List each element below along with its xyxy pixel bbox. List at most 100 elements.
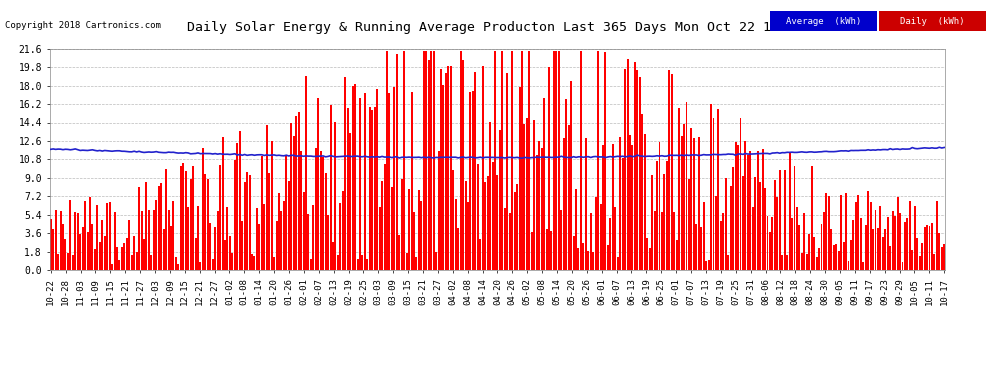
Bar [180, 166, 182, 270]
Bar [728, 255, 730, 270]
Bar [57, 254, 59, 270]
Bar [545, 230, 547, 270]
Bar [318, 98, 319, 270]
Bar [539, 141, 541, 270]
Bar [94, 249, 96, 270]
Bar [791, 218, 793, 270]
Bar [847, 261, 849, 270]
Bar [587, 251, 589, 270]
Bar [351, 86, 353, 270]
Bar [248, 174, 250, 270]
Bar [275, 220, 277, 270]
Bar [403, 51, 405, 270]
Bar [585, 138, 587, 270]
Bar [720, 220, 722, 270]
Bar [224, 240, 226, 270]
Bar [823, 211, 825, 270]
Bar [828, 195, 830, 270]
Bar [337, 255, 339, 270]
Bar [310, 260, 312, 270]
Bar [197, 206, 199, 270]
Bar [229, 236, 231, 270]
Bar [408, 189, 410, 270]
Bar [801, 253, 803, 270]
Bar [129, 220, 131, 270]
Bar [529, 51, 531, 270]
Bar [472, 92, 474, 270]
Bar [280, 211, 282, 270]
Bar [698, 137, 700, 270]
Bar [462, 60, 464, 270]
Bar [207, 179, 209, 270]
Bar [64, 239, 66, 270]
Bar [474, 72, 476, 270]
Bar [855, 202, 856, 270]
Bar [580, 51, 582, 270]
Bar [806, 254, 808, 270]
Bar [708, 260, 710, 270]
Bar [227, 207, 229, 270]
Bar [383, 164, 385, 270]
Bar [354, 84, 356, 270]
Bar [867, 191, 869, 270]
Bar [366, 259, 368, 270]
Bar [730, 186, 732, 270]
Bar [74, 212, 76, 270]
Bar [376, 88, 378, 270]
Bar [278, 193, 280, 270]
Bar [487, 176, 489, 270]
Bar [283, 201, 285, 270]
Bar [553, 51, 555, 270]
Bar [869, 202, 871, 270]
Bar [506, 73, 508, 270]
Bar [909, 201, 911, 270]
Bar [718, 108, 720, 270]
Bar [836, 244, 838, 270]
Bar [327, 215, 329, 270]
Bar [126, 238, 128, 270]
Bar [217, 211, 219, 270]
Bar [106, 203, 108, 270]
Bar [160, 183, 162, 270]
Bar [121, 247, 123, 270]
Bar [740, 118, 742, 270]
Bar [794, 166, 796, 270]
Bar [862, 262, 864, 270]
Bar [700, 227, 702, 270]
Bar [879, 206, 881, 270]
Bar [449, 66, 451, 270]
Bar [426, 51, 428, 270]
Bar [683, 123, 685, 270]
Bar [114, 212, 116, 270]
Bar [892, 211, 894, 270]
Bar [411, 92, 413, 270]
Bar [816, 257, 818, 270]
Bar [96, 206, 98, 270]
Bar [192, 165, 194, 270]
Bar [79, 234, 81, 270]
Bar [315, 148, 317, 270]
Bar [656, 160, 658, 270]
Bar [440, 69, 442, 270]
Bar [50, 219, 51, 270]
Bar [671, 74, 673, 270]
Bar [733, 167, 735, 270]
Bar [693, 138, 695, 270]
Bar [921, 243, 923, 270]
Bar [86, 232, 88, 270]
Bar [555, 51, 557, 270]
Bar [919, 256, 921, 270]
Bar [548, 67, 550, 270]
Bar [779, 170, 781, 270]
Bar [359, 98, 361, 270]
Bar [300, 151, 302, 270]
Bar [826, 193, 828, 270]
Text: Average  (kWh): Average (kWh) [786, 16, 861, 26]
Bar [423, 51, 425, 270]
Bar [457, 228, 459, 270]
Bar [492, 162, 494, 270]
Bar [600, 204, 602, 270]
Bar [232, 253, 234, 270]
Bar [845, 193, 847, 270]
Bar [776, 197, 778, 270]
